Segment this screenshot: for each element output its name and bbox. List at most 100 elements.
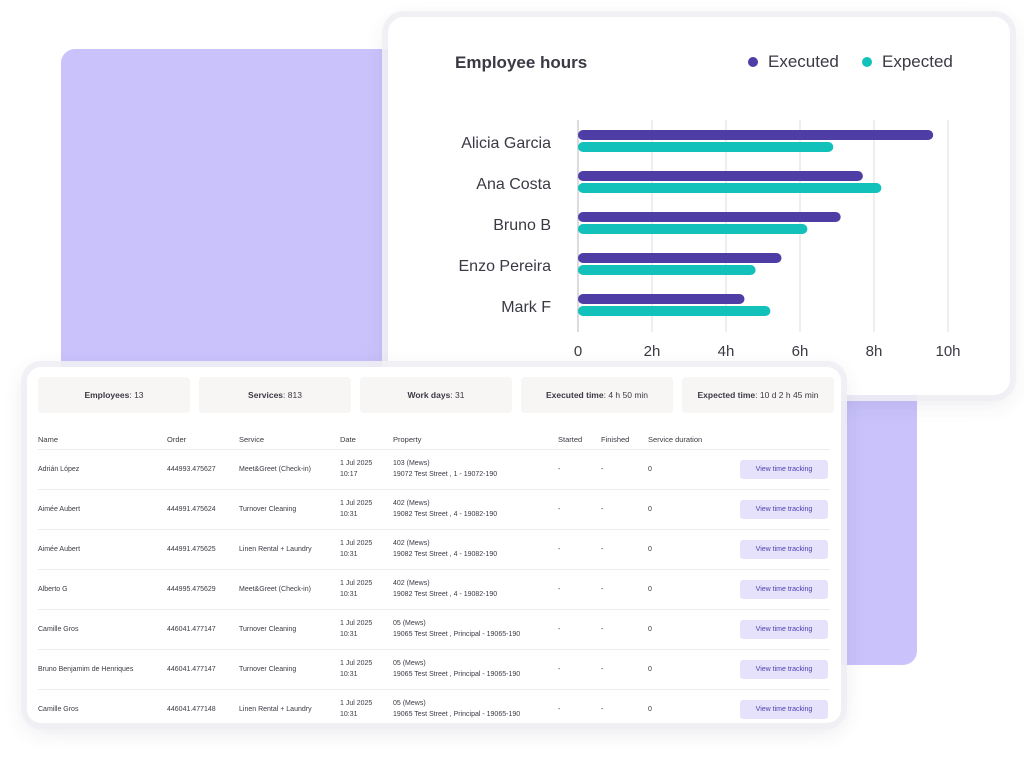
cell-property: 103 (Mews) 19072 Test Street , 1 - 19072-… (393, 449, 497, 489)
header-finished: Finished (601, 435, 630, 444)
category-label: Enzo Pereira (459, 258, 552, 275)
property-address: 19082 Test Street , 4 - 19082-190 (393, 551, 498, 558)
time-text: 10:31 (340, 591, 358, 598)
cell-duration: 0 (648, 609, 652, 649)
duration-value: 0 (648, 545, 652, 553)
cell-service: Meet&Greet (Check-in) (239, 449, 311, 489)
stat-label: Expected time (697, 390, 756, 400)
view-time-tracking-button[interactable]: View time tracking (740, 540, 828, 559)
cell-name: Aimée Aubert (38, 489, 80, 529)
duration-value: 0 (648, 625, 652, 633)
header-date: Date (340, 435, 356, 444)
property-address: 19065 Test Street , Principal - 19065-19… (393, 671, 521, 678)
cell-finished: - (601, 689, 603, 723)
employee-name: Aimée Aubert (38, 505, 81, 513)
stat-separator: : (450, 390, 456, 400)
started-value: - (558, 665, 561, 673)
cell-order: 446041.477147 (167, 649, 216, 689)
header-service-duration: Service duration (648, 435, 703, 444)
cell-started: - (558, 569, 560, 609)
cell-property: 402 (Mews) 19082 Test Street , 4 - 19082-… (393, 529, 497, 569)
employee-name: Aimée Aubert (38, 545, 81, 553)
finished-value: - (601, 465, 604, 473)
cell-service: Linen Rental + Laundry (239, 689, 312, 723)
duration-value: 0 (648, 505, 652, 513)
stat-executed-time: Executed time: 4 h 50 min (521, 377, 673, 413)
cell-duration: 0 (648, 489, 652, 529)
cell-date: 1 Jul 2025 10:31 (340, 489, 372, 529)
view-time-tracking-button[interactable]: View time tracking (740, 620, 828, 639)
property-address: 19072 Test Street , 1 - 19072-190 (393, 471, 498, 478)
stat-separator: : (283, 390, 288, 400)
property-address: 19082 Test Street , 4 - 19082-190 (393, 511, 498, 518)
x-tick-label: 4h (718, 343, 735, 360)
cell-service: Turnover Cleaning (239, 489, 296, 529)
x-tick-label: 0 (574, 343, 582, 360)
started-value: - (558, 545, 561, 553)
legend-executed-dot (748, 57, 758, 67)
stat-value: 31 (455, 390, 465, 400)
legend-expected-label: Expected (882, 52, 953, 71)
cell-order: 446041.477148 (167, 689, 216, 723)
property-address: 19065 Test Street , Principal - 19065-19… (393, 631, 521, 638)
row-divider (38, 529, 830, 530)
cell-property: 402 (Mews) 19082 Test Street , 4 - 19082-… (393, 569, 497, 609)
services-table-card: Employees: 13 Services: 813 Work days: 31 E… (27, 367, 841, 723)
stat-services: Services: 813 (199, 377, 351, 413)
property-unit: 103 (Mews) (393, 460, 430, 467)
date-text: 1 Jul 2025 (340, 580, 373, 587)
table-row: Adrián López 444993.475627 Meet&Greet (Che… (27, 449, 841, 489)
view-time-tracking-button[interactable]: View time tracking (740, 500, 828, 519)
legend-expected-dot (862, 57, 872, 67)
employee-name: Camille Gros (38, 705, 79, 713)
order-number: 444993.475627 (167, 465, 216, 473)
view-time-tracking-button[interactable]: View time tracking (740, 700, 828, 719)
time-text: 10:31 (340, 631, 358, 638)
started-value: - (558, 505, 561, 513)
service-name: Linen Rental + Laundry (239, 545, 312, 553)
date-text: 1 Jul 2025 (340, 460, 373, 467)
duration-value: 0 (648, 705, 652, 713)
table-row: Bruno Benjamim de Henriques 446041.477147… (27, 649, 841, 689)
time-text: 10:31 (340, 551, 358, 558)
stat-label: Work days (407, 390, 451, 400)
cell-service: Turnover Cleaning (239, 649, 296, 689)
header-name: Name (38, 435, 59, 444)
property-unit: 402 (Mews) (393, 500, 430, 507)
started-value: - (558, 585, 561, 593)
view-time-tracking-button[interactable]: View time tracking (740, 580, 828, 599)
header-started: Started (558, 435, 583, 444)
row-divider (38, 649, 830, 650)
stat-separator: : (603, 390, 609, 400)
table-header: Name Order Service Date Property Started… (27, 435, 841, 449)
employee-name: Camille Gros (38, 625, 79, 633)
table-row: Alberto G 444995.475629 Meet&Greet (Check-… (27, 569, 841, 609)
category-label: Ana Costa (476, 176, 551, 193)
time-text: 10:31 (340, 511, 358, 518)
table-row: Camille Gros 446041.477148 Linen Rental + … (27, 689, 841, 723)
cell-date: 1 Jul 2025 10:31 (340, 529, 372, 569)
date-text: 1 Jul 2025 (340, 620, 373, 627)
header-property: Property (393, 435, 422, 444)
cell-order: 444995.475629 (167, 569, 216, 609)
property-address: 19082 Test Street , 4 - 19082-190 (393, 591, 498, 598)
finished-value: - (601, 585, 604, 593)
cell-name: Camille Gros (38, 689, 78, 723)
view-time-tracking-button[interactable]: View time tracking (740, 660, 828, 679)
employee-name: Bruno Benjamim de Henriques (38, 665, 134, 673)
cell-service: Linen Rental + Laundry (239, 529, 312, 569)
cell-property: 05 (Mews) 19065 Test Street , Principal -… (393, 649, 520, 689)
cell-name: Alberto G (38, 569, 68, 609)
property-unit: 05 (Mews) (393, 700, 426, 707)
cell-name: Camille Gros (38, 609, 78, 649)
date-text: 1 Jul 2025 (340, 500, 373, 507)
property-unit: 05 (Mews) (393, 660, 426, 667)
cell-duration: 0 (648, 649, 652, 689)
view-time-tracking-button[interactable]: View time tracking (740, 460, 828, 479)
service-name: Linen Rental + Laundry (239, 705, 312, 713)
bar-executed-ana-costa (578, 171, 863, 181)
bar-chart: 0 2h 4h 6h 8h 10h Alicia Garcia Ana Costa Bruno … (459, 120, 961, 360)
property-address: 19065 Test Street , Principal - 19065-19… (393, 711, 521, 718)
duration-value: 0 (648, 585, 652, 593)
order-number: 444991.475624 (167, 505, 216, 513)
